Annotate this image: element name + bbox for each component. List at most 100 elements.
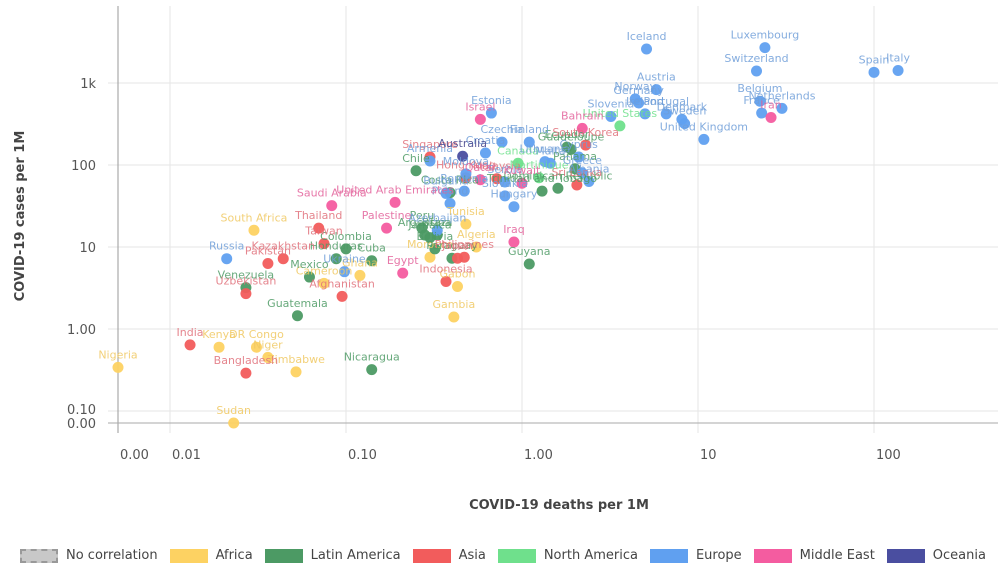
data-label: Kenya: [202, 328, 236, 341]
data-point[interactable]: [424, 251, 436, 263]
data-point[interactable]: [496, 136, 508, 148]
data-point[interactable]: [479, 147, 491, 159]
data-point[interactable]: [679, 118, 691, 130]
legend-item[interactable]: Asia: [412, 548, 486, 563]
data-point[interactable]: [892, 65, 904, 77]
data-point[interactable]: [221, 253, 233, 265]
data-point[interactable]: [381, 222, 393, 234]
data-point[interactable]: [756, 107, 768, 119]
data-point[interactable]: [440, 187, 452, 199]
data-point[interactable]: [544, 157, 556, 169]
data-point[interactable]: [571, 179, 583, 191]
data-point[interactable]: [751, 65, 763, 77]
data-point[interactable]: [338, 266, 350, 278]
data-point[interactable]: [410, 165, 422, 177]
data-point[interactable]: [499, 176, 511, 188]
data-point[interactable]: [240, 367, 252, 379]
data-point[interactable]: [248, 224, 260, 236]
data-label: Iraq: [503, 223, 525, 236]
data-point[interactable]: [576, 167, 588, 179]
data-point[interactable]: [458, 251, 470, 263]
data-point[interactable]: [552, 182, 564, 194]
data-point[interactable]: [366, 255, 378, 267]
data-point[interactable]: [444, 197, 456, 209]
data-point[interactable]: [458, 185, 470, 197]
data-point[interactable]: [313, 222, 325, 234]
data-point[interactable]: [424, 232, 436, 244]
data-point[interactable]: [448, 311, 460, 323]
data-point[interactable]: [291, 310, 303, 322]
data-point[interactable]: [523, 136, 535, 148]
data-point[interactable]: [754, 95, 766, 107]
data-point[interactable]: [330, 253, 342, 265]
data-point[interactable]: [583, 175, 595, 187]
data-point[interactable]: [277, 253, 289, 265]
data-point[interactable]: [759, 42, 771, 54]
data-point[interactable]: [523, 258, 535, 270]
legend-item[interactable]: North America: [497, 548, 638, 563]
data-point[interactable]: [573, 151, 585, 163]
data-point[interactable]: [262, 257, 274, 269]
data-point[interactable]: [397, 267, 409, 279]
data-point[interactable]: [424, 155, 436, 167]
data-point[interactable]: [776, 102, 788, 114]
legend-item[interactable]: Africa: [169, 548, 253, 563]
data-point[interactable]: [240, 288, 252, 300]
data-point[interactable]: [366, 364, 378, 376]
data-point[interactable]: [213, 341, 225, 353]
data-point[interactable]: [318, 238, 330, 250]
data-point[interactable]: [660, 108, 672, 120]
data-point[interactable]: [639, 108, 651, 120]
data-point[interactable]: [451, 280, 463, 292]
data-point[interactable]: [303, 271, 315, 283]
data-point[interactable]: [354, 269, 366, 281]
data-point[interactable]: [336, 290, 348, 302]
data-point[interactable]: [512, 157, 524, 169]
data-point[interactable]: [614, 120, 626, 132]
legend-item[interactable]: Oceania: [886, 548, 986, 563]
data-point[interactable]: [474, 113, 486, 125]
data-point[interactable]: [326, 200, 338, 212]
data-point[interactable]: [470, 241, 482, 253]
data-point[interactable]: [340, 243, 352, 255]
data-point[interactable]: [457, 150, 469, 162]
legend-item[interactable]: Europe: [649, 548, 742, 563]
data-point[interactable]: [460, 168, 472, 180]
data-point[interactable]: [633, 97, 645, 109]
data-point[interactable]: [508, 201, 520, 213]
data-point[interactable]: [389, 196, 401, 208]
legend-item[interactable]: Latin America: [264, 548, 401, 563]
data-point[interactable]: [765, 111, 777, 123]
data-point[interactable]: [250, 341, 262, 353]
legend-item[interactable]: No correlation: [20, 548, 158, 563]
data-point[interactable]: [508, 236, 520, 248]
data-point[interactable]: [112, 361, 124, 373]
data-point[interactable]: [184, 339, 196, 351]
data-point[interactable]: [460, 218, 472, 230]
data-point[interactable]: [290, 366, 302, 378]
data-point[interactable]: [516, 177, 528, 189]
data-point[interactable]: [650, 84, 662, 96]
data-label: Romania: [440, 172, 488, 185]
data-point[interactable]: [228, 417, 240, 429]
data-point[interactable]: [561, 141, 573, 153]
data-point[interactable]: [605, 111, 617, 123]
data-point[interactable]: [533, 172, 545, 184]
data-point[interactable]: [576, 122, 588, 134]
legend-item[interactable]: Middle East: [753, 548, 875, 563]
data-point[interactable]: [485, 107, 497, 119]
data-point[interactable]: [536, 185, 548, 197]
data-point[interactable]: [429, 243, 441, 255]
data-point[interactable]: [440, 275, 452, 287]
data-point[interactable]: [641, 43, 653, 55]
data-point[interactable]: [431, 224, 443, 236]
data-point[interactable]: [262, 351, 274, 363]
y-tick-label: 100: [71, 159, 96, 174]
data-point[interactable]: [499, 190, 511, 202]
data-point[interactable]: [868, 66, 880, 78]
data-point[interactable]: [698, 133, 710, 145]
data-point[interactable]: [580, 139, 592, 151]
data-point[interactable]: [318, 277, 330, 289]
data-point[interactable]: [474, 174, 486, 186]
data-label: Luxembourg: [731, 29, 800, 42]
